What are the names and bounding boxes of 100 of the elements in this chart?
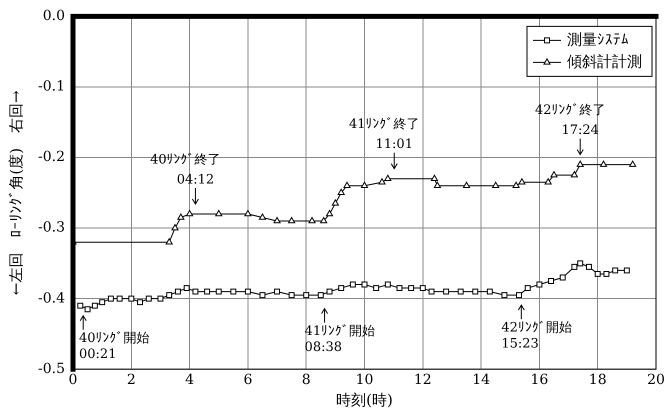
x-tick-label: 2 xyxy=(126,372,136,388)
point xyxy=(215,210,222,216)
point xyxy=(146,296,152,302)
point xyxy=(577,260,584,266)
y-tick-label: -0.3 xyxy=(38,220,65,236)
point xyxy=(350,282,356,288)
point xyxy=(512,182,520,188)
legend-label: 測量ｼｽﾃﾑ xyxy=(567,30,629,48)
point xyxy=(603,270,610,277)
point xyxy=(84,306,91,312)
point xyxy=(384,174,392,181)
point xyxy=(516,292,522,298)
point xyxy=(116,296,123,302)
x-tick-label: 6 xyxy=(243,372,252,388)
point xyxy=(343,182,351,188)
point xyxy=(338,188,345,196)
point xyxy=(259,292,266,298)
point xyxy=(571,264,578,270)
y-tick-label: -0.5 xyxy=(38,360,65,377)
point xyxy=(166,238,173,244)
point xyxy=(230,288,236,295)
point xyxy=(92,302,98,309)
annotation: 40ﾘﾝｸﾞ終了 04:12 xyxy=(150,152,221,188)
point xyxy=(258,213,266,220)
point xyxy=(157,296,164,302)
x-tick-label: 12 xyxy=(414,372,432,388)
point xyxy=(570,171,578,178)
x-tick-label: 4 xyxy=(185,372,194,388)
point xyxy=(204,288,210,295)
point xyxy=(458,288,464,295)
point xyxy=(600,160,608,167)
point xyxy=(430,174,438,181)
x-tick-label: 18 xyxy=(588,372,607,388)
point xyxy=(576,160,584,167)
point xyxy=(624,267,630,274)
point xyxy=(326,288,332,295)
point xyxy=(174,288,181,295)
point xyxy=(303,292,310,298)
point xyxy=(501,292,508,298)
point xyxy=(434,182,441,188)
point xyxy=(99,299,106,306)
annotation: 41ﾘﾝｸﾞ開始 08:38 xyxy=(304,324,376,356)
point xyxy=(544,178,552,184)
point xyxy=(472,288,478,295)
annotation: 42ﾘﾝｸﾞ開始 15:23 xyxy=(501,320,572,352)
point xyxy=(420,285,426,292)
point xyxy=(536,282,542,288)
x-tick-label: 16 xyxy=(530,372,548,388)
point xyxy=(192,288,198,295)
point xyxy=(274,288,280,295)
point xyxy=(274,217,281,224)
point xyxy=(184,285,190,292)
point xyxy=(360,182,368,188)
x-axis-title: 時刻(時) xyxy=(336,390,393,409)
point xyxy=(548,278,554,284)
point xyxy=(443,288,450,295)
point xyxy=(338,285,344,292)
point xyxy=(518,178,526,184)
y-tick-label: 0.0 xyxy=(42,8,65,24)
point xyxy=(244,210,252,216)
point xyxy=(171,224,179,230)
point xyxy=(186,210,194,216)
x-tick-label: 10 xyxy=(356,372,374,388)
point xyxy=(462,182,470,188)
point xyxy=(288,292,295,298)
y-tick-label: -0.2 xyxy=(38,149,65,166)
point xyxy=(77,302,84,309)
point xyxy=(408,285,414,292)
point xyxy=(378,178,386,184)
x-tick-label: 0 xyxy=(68,372,78,388)
point xyxy=(166,292,172,298)
point xyxy=(373,285,380,292)
annotation: 40ﾘﾝｸﾞ開始 00:21 xyxy=(78,331,150,362)
point xyxy=(550,171,558,178)
annotation: 42ﾘﾝｸﾞ終了 17:24 xyxy=(534,102,606,138)
point xyxy=(108,296,114,302)
point xyxy=(428,288,435,295)
point xyxy=(318,292,324,298)
point xyxy=(629,160,636,167)
x-tick-label: 8 xyxy=(302,372,311,388)
y-tick-label: -0.1 xyxy=(38,78,65,95)
point xyxy=(332,199,339,206)
point xyxy=(492,182,500,188)
point xyxy=(560,274,566,280)
point xyxy=(362,282,368,288)
point xyxy=(320,217,328,224)
point xyxy=(216,288,222,295)
point xyxy=(244,288,251,295)
point xyxy=(384,282,391,288)
point xyxy=(486,288,493,295)
point xyxy=(524,285,531,292)
point xyxy=(586,264,592,270)
point xyxy=(308,217,316,224)
point xyxy=(288,217,296,224)
y-axis-title: ←左回 ﾛｰﾘﾝｸﾞ角(度) 右回→ xyxy=(6,90,25,296)
point xyxy=(128,296,134,302)
legend-label: 傾斜計計測 xyxy=(567,52,642,70)
point xyxy=(612,267,618,274)
y-tick-label: -0.4 xyxy=(38,290,66,306)
point xyxy=(177,213,184,220)
